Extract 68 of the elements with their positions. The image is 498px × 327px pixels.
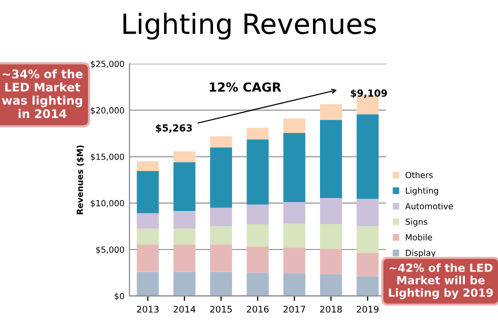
bar [356, 276, 379, 296]
bar [320, 224, 342, 250]
bar [136, 272, 159, 296]
x-tick-label: 2014 [174, 306, 196, 313]
y-tick-label: $5,000 [96, 246, 124, 254]
bar [320, 249, 342, 274]
bar [173, 210, 196, 229]
bar [283, 118, 306, 133]
bar [283, 202, 306, 224]
bar [356, 96, 379, 114]
y-tick-label: $0 [114, 292, 124, 300]
legend-label: Signs [406, 218, 428, 226]
bar [136, 171, 159, 214]
bar [320, 120, 342, 198]
bar [210, 244, 232, 272]
legend-label: Others [406, 172, 433, 178]
legend-label: Automotive [405, 202, 453, 210]
bar [320, 198, 342, 224]
y-tick-label: $20,000 [90, 107, 124, 115]
bar [283, 132, 306, 202]
bar [283, 248, 306, 274]
bar [136, 244, 159, 272]
bar [210, 136, 232, 148]
x-tick-label: 2017 [284, 306, 306, 313]
bar [173, 151, 196, 162]
bar [210, 272, 232, 296]
x-tick-label: 2016 [246, 306, 269, 313]
x-tick-label: 2018 [320, 306, 342, 313]
bar [283, 273, 306, 296]
text: ~42% of the LED Market will be Lighting by 2019 [388, 263, 493, 300]
bar [210, 226, 232, 244]
bar [246, 128, 269, 140]
x-tick-label: 2013 [136, 306, 159, 313]
bar [283, 224, 306, 248]
bar [173, 272, 196, 296]
bar [246, 204, 269, 224]
bar [356, 252, 379, 276]
y-axis-title: Revenues ($M) [76, 145, 84, 214]
bar [210, 208, 232, 226]
bar [246, 224, 269, 246]
bar [246, 139, 269, 204]
bar [173, 228, 196, 244]
bar [136, 228, 159, 244]
legend-label: Mobile [406, 234, 432, 240]
chart-title: Lighting Revenues [123, 12, 376, 40]
bar [320, 104, 342, 120]
annotation: 12% CAGR [210, 82, 282, 92]
bar [173, 162, 196, 211]
bar [356, 198, 379, 226]
legend-label: Display [406, 250, 436, 258]
annotation: $9,109 [350, 89, 387, 98]
annotation: $5,263 [156, 124, 192, 133]
x-tick-label: 2019 [356, 306, 378, 313]
bar [320, 274, 342, 296]
bar [246, 272, 269, 296]
text: ~34% of the LED Market was lighting in 2014 [2, 69, 83, 118]
bar [246, 246, 269, 273]
bar [136, 161, 159, 172]
bar [173, 244, 196, 272]
x-tick-label: 2015 [210, 306, 232, 313]
y-tick-label: $25,000 [90, 60, 124, 68]
legend-label: Lighting [406, 187, 438, 196]
y-tick-label: $15,000 [90, 153, 124, 162]
bar [136, 213, 159, 229]
y-tick-label: $10,000 [90, 200, 124, 208]
bar [210, 147, 232, 208]
bar [356, 226, 379, 253]
bar [356, 114, 379, 199]
